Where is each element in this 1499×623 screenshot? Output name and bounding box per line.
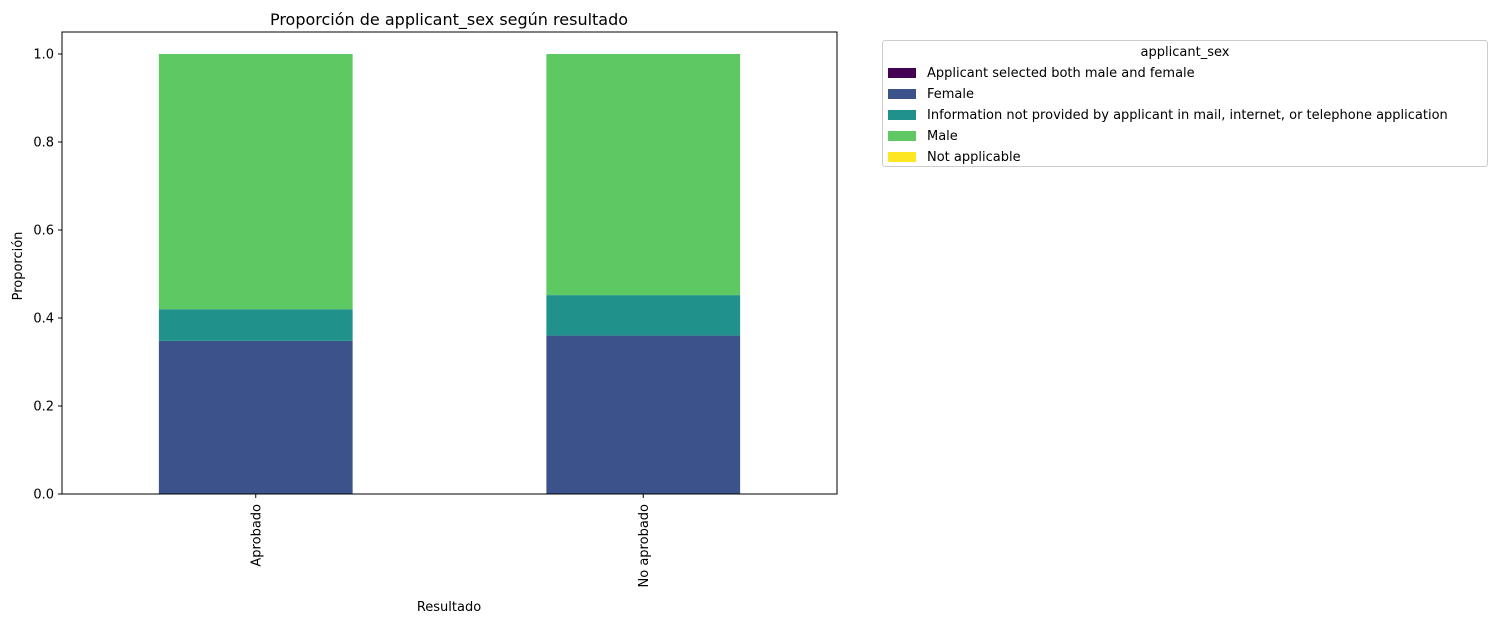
- legend-label: Applicant selected both male and female: [927, 65, 1195, 81]
- legend-title: applicant_sex: [1140, 45, 1230, 60]
- x-tick-label: No aprobado: [637, 504, 652, 588]
- legend-label: Information not provided by applicant in…: [927, 107, 1448, 123]
- bar-segment: [158, 309, 353, 341]
- legend-item: Applicant selected both male and female: [888, 65, 1195, 81]
- legend-item: Information not provided by applicant in…: [888, 107, 1448, 123]
- bar-segment: [158, 54, 353, 310]
- chart-title: Proporción de applicant_sex según result…: [270, 10, 628, 30]
- bar-segment: [546, 295, 741, 336]
- legend-item: Female: [888, 86, 974, 102]
- legend-item: Male: [888, 128, 958, 144]
- legend-label: Female: [927, 86, 975, 102]
- y-axis: 0.0 0.2 0.4 0.6 0.8 1.0: [33, 48, 62, 503]
- legend-label: Male: [927, 128, 958, 144]
- legend-swatch: [888, 68, 916, 78]
- bar-segment: [158, 340, 353, 494]
- bars-group: [158, 54, 741, 494]
- y-tick-label: 1.0: [33, 48, 54, 63]
- legend-label: Not applicable: [927, 149, 1021, 165]
- y-tick-label: 0.6: [33, 224, 54, 239]
- legend-swatch: [888, 110, 916, 120]
- x-axis-label: Resultado: [417, 600, 481, 615]
- x-tick-label: Aprobado: [249, 504, 264, 567]
- legend-swatch: [888, 89, 916, 99]
- plot-frame: [61, 31, 838, 495]
- y-tick-label: 0.2: [33, 400, 54, 415]
- legend-swatch: [888, 131, 916, 141]
- legend-item: Not applicable: [888, 149, 1021, 165]
- bar-segment: [546, 335, 741, 494]
- legend: applicant_sex Applicant selected both ma…: [882, 40, 1488, 167]
- x-axis: Aprobado No aprobado: [249, 494, 652, 587]
- y-tick-label: 0.4: [33, 312, 54, 327]
- y-tick-label: 0.0: [33, 488, 54, 503]
- y-axis-label: Proporción: [11, 232, 26, 301]
- legend-swatch: [888, 152, 916, 162]
- bar-segment: [546, 54, 741, 296]
- y-tick-label: 0.8: [33, 136, 54, 151]
